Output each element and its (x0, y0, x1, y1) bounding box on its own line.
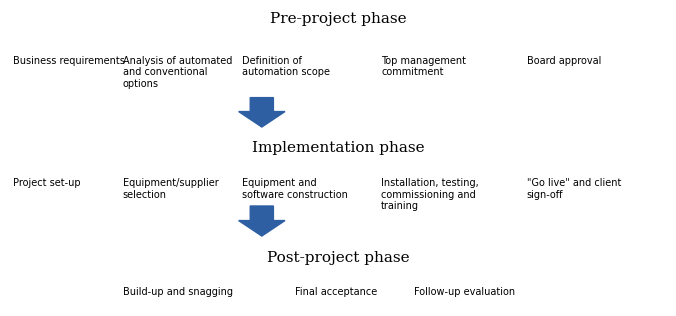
Text: Follow-up evaluation: Follow-up evaluation (414, 287, 515, 296)
Text: Equipment/supplier
selection: Equipment/supplier selection (123, 178, 218, 200)
Text: Build-up and snagging: Build-up and snagging (123, 287, 233, 296)
Text: "Go live" and client
sign-off: "Go live" and client sign-off (527, 178, 621, 200)
Text: Board approval: Board approval (527, 56, 601, 66)
Text: Definition of
automation scope: Definition of automation scope (242, 56, 330, 77)
Text: Business requirements: Business requirements (14, 56, 125, 66)
Text: Post-project phase: Post-project phase (267, 251, 409, 265)
Text: Equipment and
software construction: Equipment and software construction (242, 178, 348, 200)
Polygon shape (239, 206, 285, 236)
Text: Pre-project phase: Pre-project phase (270, 12, 406, 27)
Text: Implementation phase: Implementation phase (251, 141, 425, 155)
Text: Final acceptance: Final acceptance (295, 287, 377, 296)
Text: Analysis of automated
and conventional
options: Analysis of automated and conventional o… (123, 56, 232, 89)
Text: Project set-up: Project set-up (14, 178, 81, 188)
Polygon shape (239, 98, 285, 127)
Text: Top management
commitment: Top management commitment (381, 56, 466, 77)
Text: Installation, testing,
commissioning and
training: Installation, testing, commissioning and… (381, 178, 479, 211)
